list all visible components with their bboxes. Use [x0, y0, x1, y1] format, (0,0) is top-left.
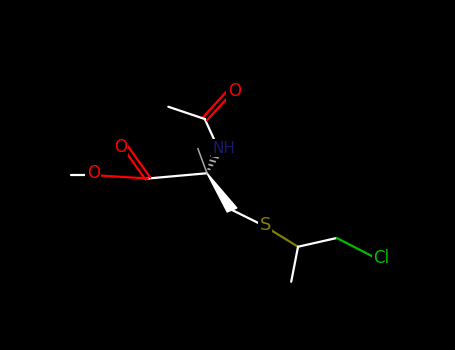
Text: S: S [259, 216, 271, 234]
Text: O: O [87, 164, 100, 182]
Text: NH: NH [212, 141, 235, 155]
Text: Cl: Cl [373, 249, 389, 267]
Text: O: O [228, 82, 241, 100]
Polygon shape [207, 173, 237, 212]
Text: O: O [114, 138, 127, 156]
